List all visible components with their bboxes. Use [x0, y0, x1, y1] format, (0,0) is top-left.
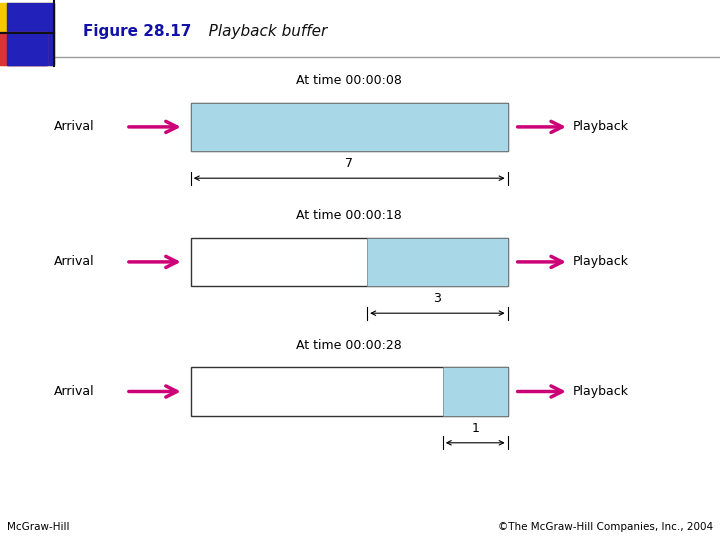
- Text: 3: 3: [433, 292, 441, 305]
- Bar: [0, 3, 54, 65]
- Bar: [367, 238, 508, 286]
- Text: 1: 1: [472, 422, 479, 435]
- Text: Arrival: Arrival: [54, 385, 94, 398]
- Text: At time 00:00:08: At time 00:00:08: [296, 75, 402, 87]
- Bar: [191, 367, 508, 416]
- Text: Playback buffer: Playback buffer: [194, 24, 328, 39]
- Text: Playback: Playback: [572, 120, 629, 133]
- Bar: [443, 367, 508, 416]
- Bar: [7, 3, 54, 65]
- Bar: [0, 32, 47, 65]
- Text: Arrival: Arrival: [54, 120, 94, 133]
- Bar: [191, 103, 508, 151]
- Bar: [7, 32, 47, 65]
- Bar: [191, 103, 508, 151]
- Text: At time 00:00:28: At time 00:00:28: [297, 339, 402, 352]
- Text: McGraw-Hill: McGraw-Hill: [7, 522, 70, 532]
- Text: 7: 7: [345, 157, 354, 170]
- Text: ©The McGraw-Hill Companies, Inc., 2004: ©The McGraw-Hill Companies, Inc., 2004: [498, 522, 713, 532]
- Text: Playback: Playback: [572, 385, 629, 398]
- Bar: [191, 238, 508, 286]
- Text: Arrival: Arrival: [54, 255, 94, 268]
- Text: Figure 28.17: Figure 28.17: [83, 24, 192, 39]
- Text: At time 00:00:18: At time 00:00:18: [297, 210, 402, 222]
- Text: Playback: Playback: [572, 255, 629, 268]
